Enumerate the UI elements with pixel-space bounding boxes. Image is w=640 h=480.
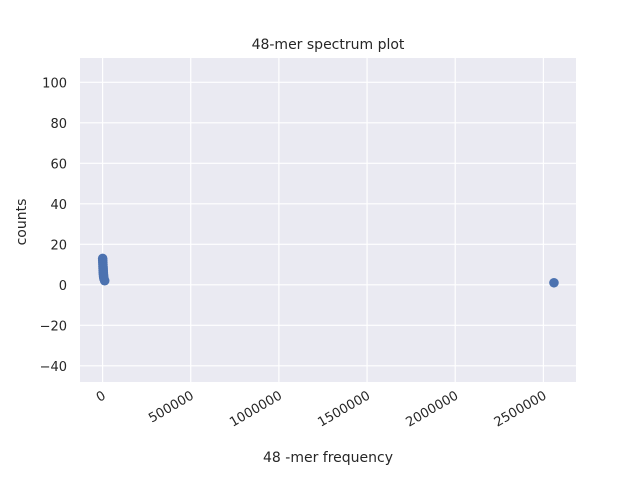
x-tick-label: 2500000 xyxy=(492,388,550,430)
data-point xyxy=(549,277,559,288)
data-point xyxy=(99,275,110,286)
y-tick-label: 100 xyxy=(42,76,67,91)
x-axis-label: 48 -mer frequency xyxy=(263,450,393,466)
x-tick-label: 500000 xyxy=(146,388,196,426)
x-tick-label: 0 xyxy=(94,388,109,405)
y-tick-label: 40 xyxy=(50,198,67,213)
y-tick-labels: −40 −20 0 20 40 60 80 100 xyxy=(40,76,67,375)
data-points xyxy=(97,253,559,288)
y-tick-label: 20 xyxy=(50,238,67,253)
x-tick-labels: 0 500000 1000000 1500000 2000000 2500000 xyxy=(94,388,549,430)
y-axis-label: counts xyxy=(14,199,30,246)
x-tick-label: 1000000 xyxy=(227,388,285,430)
x-tick-label: 2000000 xyxy=(404,388,462,430)
y-tick-label: 80 xyxy=(50,117,67,132)
y-tick-label: 0 xyxy=(59,279,67,294)
plot-background xyxy=(80,58,576,382)
y-tick-label: −40 xyxy=(40,360,67,375)
grid-lines xyxy=(80,58,576,382)
y-tick-label: −20 xyxy=(40,319,67,334)
chart-title: 48-mer spectrum plot xyxy=(252,37,405,53)
y-tick-label: 60 xyxy=(50,157,67,172)
x-tick-label: 1500000 xyxy=(315,388,373,430)
